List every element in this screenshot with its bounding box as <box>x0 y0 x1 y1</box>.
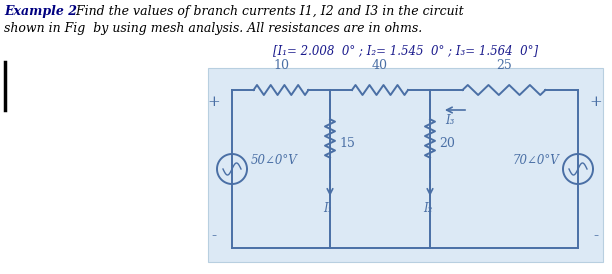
Text: 40: 40 <box>372 59 388 72</box>
Text: 15: 15 <box>339 137 355 150</box>
Text: Find the values of branch currents I1, I2 and I3 in the circuit: Find the values of branch currents I1, I… <box>72 5 464 18</box>
Text: -: - <box>594 229 599 243</box>
Text: I₂: I₂ <box>424 202 433 215</box>
Text: 25: 25 <box>496 59 512 72</box>
Text: 50∠0°V: 50∠0°V <box>251 155 298 167</box>
Text: I₁: I₁ <box>323 202 333 215</box>
Text: 10: 10 <box>273 59 289 72</box>
Text: shown in Fig  by using mesh analysis. All resistances are in ohms.: shown in Fig by using mesh analysis. All… <box>4 22 422 35</box>
Text: +: + <box>589 95 602 109</box>
Text: [I₁= 2.008  0° ; I₂= 1.545  0° ; I₃= 1.564  0°]: [I₁= 2.008 0° ; I₂= 1.545 0° ; I₃= 1.564… <box>274 44 539 57</box>
Text: 20: 20 <box>439 137 455 150</box>
Text: Example 2: Example 2 <box>4 5 77 18</box>
Text: +: + <box>207 95 220 109</box>
FancyBboxPatch shape <box>208 68 603 262</box>
Text: 70∠0°V: 70∠0°V <box>512 155 559 167</box>
Text: -: - <box>211 229 217 243</box>
Text: I₃: I₃ <box>446 114 455 127</box>
